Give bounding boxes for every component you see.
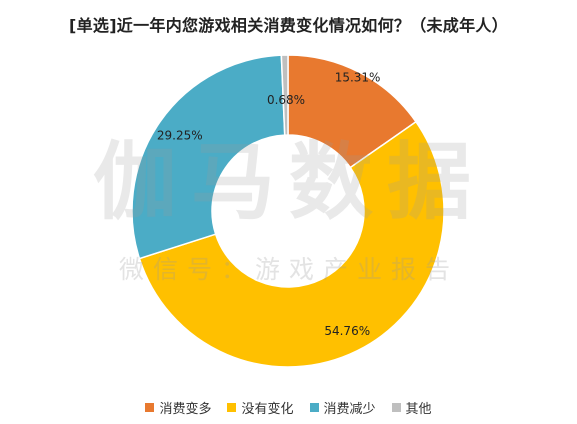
- data-labels: 15.31% 54.76% 29.25% 0.68%: [157, 71, 381, 338]
- legend-label-unchanged: 没有变化: [241, 402, 294, 417]
- legend-label-less: 消费减少: [323, 402, 376, 417]
- legend-label-more: 消费变多: [159, 402, 212, 417]
- donut-slices: [131, 54, 445, 368]
- watermark-sub-text: 微信号：游戏产业报告: [119, 255, 459, 284]
- watermark: 伽马数据 微信号：游戏产业报告: [93, 133, 485, 284]
- legend: 消费变多 没有变化 消费减少 其他: [0, 398, 577, 417]
- legend-item-other: 其他: [391, 398, 432, 417]
- legend-swatch-other: [391, 403, 401, 412]
- chart-title: [单选]近一年内您游戏相关消费变化情况如何？（未成年人）: [68, 16, 509, 35]
- legend-swatch-unchanged: [227, 403, 237, 412]
- legend-swatch-less: [309, 403, 319, 412]
- data-label-other: 0.68%: [267, 93, 305, 107]
- slice-unchanged: [138, 120, 445, 368]
- legend-label-other: 其他: [405, 402, 432, 417]
- slice-less: [131, 54, 286, 260]
- legend-item-less: 消费减少: [309, 398, 376, 417]
- slice-other: [280, 54, 289, 136]
- legend-item-unchanged: 没有变化: [227, 398, 294, 417]
- watermark-main-text: 伽马数据: [93, 133, 485, 231]
- data-label-more: 15.31%: [335, 71, 381, 85]
- data-label-less: 29.25%: [157, 128, 203, 142]
- legend-item-more: 消费变多: [145, 398, 211, 417]
- legend-swatch-more: [145, 403, 155, 412]
- data-label-unchanged: 54.76%: [324, 324, 370, 338]
